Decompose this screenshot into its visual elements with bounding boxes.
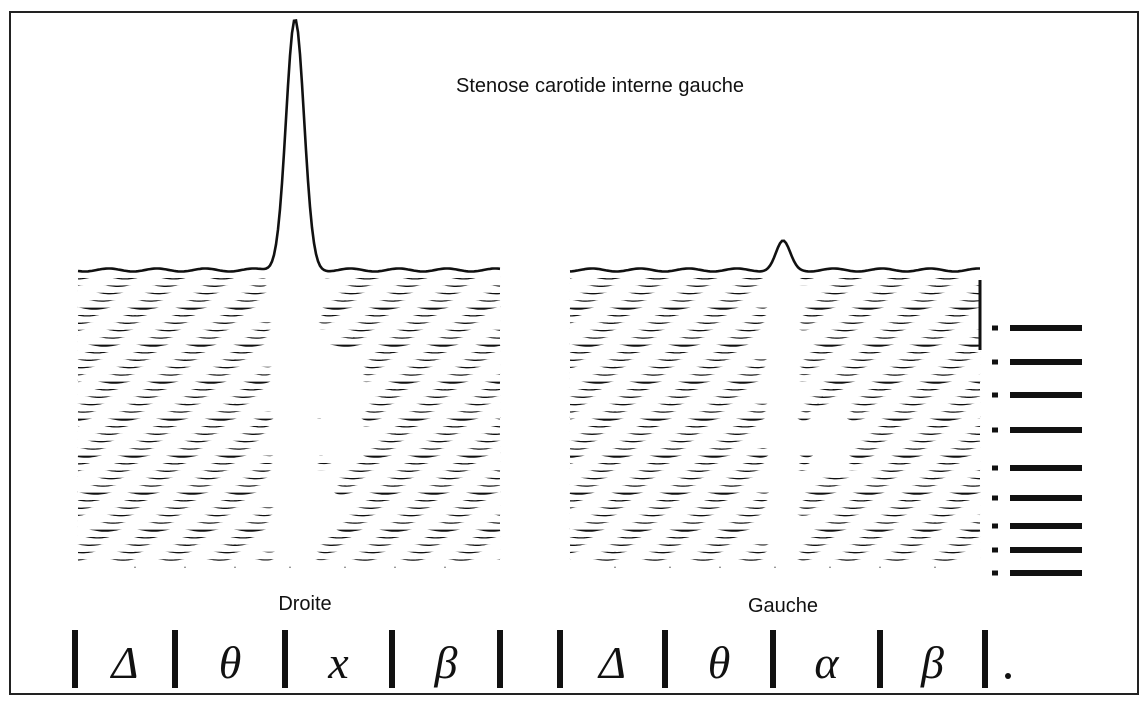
band-divider	[982, 630, 988, 688]
band-divider	[770, 630, 776, 688]
panel-label: Gauche	[748, 595, 818, 617]
marker-dot	[992, 325, 998, 331]
marker-dot	[992, 359, 998, 365]
band-label: Δ	[597, 637, 626, 688]
marker-bar	[1010, 325, 1082, 331]
marker-bar	[1010, 392, 1082, 398]
band-divider	[497, 630, 503, 688]
trace	[569, 239, 980, 273]
dot	[1005, 673, 1011, 679]
trace-fill	[570, 240, 980, 278]
trace	[77, 19, 501, 273]
spectral-array-left	[77, 19, 501, 568]
band-divider	[389, 630, 395, 688]
band-divider	[172, 630, 178, 688]
band-divider	[877, 630, 883, 688]
band-label: x	[327, 637, 349, 688]
marker-bar	[1010, 359, 1082, 365]
band-divider	[72, 630, 78, 688]
marker-dot	[992, 392, 998, 398]
band-label: Δ	[110, 637, 139, 688]
band-label: θ	[708, 637, 731, 688]
title: Stenose carotide interne gauche	[456, 75, 744, 97]
marker-dot	[992, 523, 998, 529]
marker-dot	[992, 547, 998, 553]
marker-dot	[992, 465, 998, 471]
band-label: α	[814, 637, 839, 688]
panel-label: Droite	[278, 593, 331, 615]
band-divider	[662, 630, 668, 688]
band-label: θ	[219, 637, 242, 688]
marker-dot	[992, 427, 998, 433]
trace-fill	[78, 20, 500, 278]
band-divider	[282, 630, 288, 688]
band-label: β	[920, 637, 944, 688]
marker-bar	[1010, 570, 1082, 576]
band-divider	[557, 630, 563, 688]
marker-bar	[1010, 523, 1082, 529]
band-label: β	[434, 637, 458, 688]
spectral-array-right	[569, 239, 981, 568]
marker-dot	[992, 570, 998, 576]
side-markers	[978, 280, 1082, 576]
marker-bar	[1010, 547, 1082, 553]
marker-bar	[1010, 465, 1082, 471]
marker-bar	[1010, 495, 1082, 501]
marker-bar	[1010, 427, 1082, 433]
marker-dot	[992, 495, 998, 501]
